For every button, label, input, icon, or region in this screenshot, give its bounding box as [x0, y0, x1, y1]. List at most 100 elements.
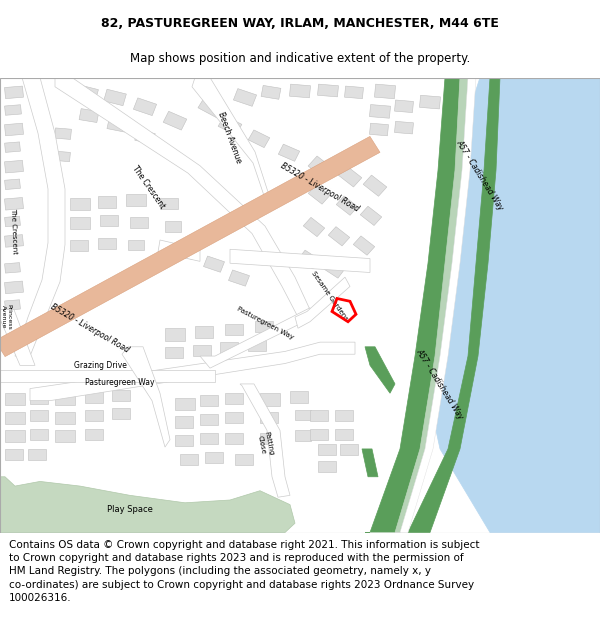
Polygon shape: [200, 308, 310, 368]
Polygon shape: [328, 227, 350, 246]
Bar: [248, 340, 266, 351]
Polygon shape: [55, 128, 71, 139]
Polygon shape: [240, 384, 290, 498]
Text: B5320 - Liverpool Road: B5320 - Liverpool Road: [49, 302, 131, 354]
Polygon shape: [248, 130, 270, 148]
Bar: [195, 326, 213, 338]
Polygon shape: [0, 477, 295, 532]
Bar: [175, 435, 193, 446]
Polygon shape: [395, 78, 476, 532]
Text: Play Space: Play Space: [107, 505, 153, 514]
Polygon shape: [5, 179, 20, 189]
Bar: [55, 431, 75, 442]
Bar: [260, 393, 280, 406]
Polygon shape: [107, 118, 127, 132]
Bar: [290, 391, 308, 402]
Polygon shape: [5, 86, 23, 99]
Bar: [220, 342, 238, 353]
Bar: [175, 398, 195, 410]
Bar: [55, 393, 75, 405]
Text: A57 - Cadishead Way: A57 - Cadishead Way: [455, 138, 505, 212]
Bar: [295, 431, 311, 441]
Text: Pasturegreen Way: Pasturegreen Way: [236, 306, 294, 341]
Bar: [295, 410, 311, 420]
Polygon shape: [374, 84, 395, 99]
Bar: [98, 238, 116, 249]
Polygon shape: [323, 259, 345, 278]
Bar: [165, 328, 185, 341]
Polygon shape: [303, 217, 325, 237]
Bar: [5, 449, 23, 460]
Polygon shape: [203, 256, 224, 272]
Bar: [98, 196, 116, 208]
Polygon shape: [395, 121, 413, 134]
Bar: [200, 433, 218, 444]
Polygon shape: [370, 123, 388, 136]
Polygon shape: [133, 98, 157, 116]
Polygon shape: [233, 89, 257, 106]
Bar: [5, 393, 25, 405]
Polygon shape: [230, 249, 370, 272]
Text: A57 - Cadishead Way: A57 - Cadishead Way: [415, 347, 466, 421]
Polygon shape: [365, 78, 460, 532]
Polygon shape: [74, 84, 98, 102]
Polygon shape: [55, 78, 310, 317]
Polygon shape: [308, 185, 330, 204]
Bar: [193, 345, 211, 356]
Polygon shape: [15, 78, 65, 356]
Bar: [165, 221, 181, 232]
Polygon shape: [5, 281, 23, 294]
Polygon shape: [5, 262, 20, 273]
Polygon shape: [363, 175, 387, 196]
Bar: [225, 412, 243, 423]
Polygon shape: [5, 216, 20, 227]
Bar: [112, 389, 130, 401]
Bar: [160, 198, 178, 209]
Polygon shape: [173, 242, 197, 259]
Bar: [70, 217, 90, 229]
Bar: [318, 461, 336, 472]
Bar: [310, 410, 328, 421]
Text: Pasturegreen Way: Pasturegreen Way: [85, 378, 155, 387]
Bar: [70, 240, 88, 251]
Polygon shape: [135, 129, 155, 144]
Text: The Crescent: The Crescent: [130, 164, 166, 210]
Bar: [255, 321, 273, 332]
Bar: [5, 412, 25, 424]
Polygon shape: [229, 270, 250, 286]
Bar: [260, 412, 278, 423]
Polygon shape: [408, 78, 500, 532]
Polygon shape: [0, 309, 35, 366]
Bar: [30, 429, 48, 439]
Bar: [175, 416, 193, 428]
Polygon shape: [198, 96, 224, 118]
Polygon shape: [338, 166, 362, 187]
Bar: [180, 454, 198, 465]
Text: Patting
Close: Patting Close: [256, 431, 274, 457]
Polygon shape: [360, 206, 382, 226]
Polygon shape: [370, 78, 468, 532]
Bar: [28, 449, 46, 460]
Polygon shape: [362, 449, 378, 477]
Polygon shape: [163, 111, 187, 130]
Bar: [260, 433, 278, 444]
Text: Contains OS data © Crown copyright and database right 2021. This information is : Contains OS data © Crown copyright and d…: [9, 540, 479, 602]
Polygon shape: [370, 104, 391, 118]
Bar: [318, 444, 336, 456]
Bar: [130, 217, 148, 228]
Bar: [225, 433, 243, 444]
Bar: [30, 410, 48, 421]
Polygon shape: [218, 116, 242, 135]
Bar: [235, 454, 253, 465]
Bar: [70, 198, 90, 210]
Bar: [200, 414, 218, 425]
Text: Sesame Gardens: Sesame Gardens: [311, 270, 349, 321]
Bar: [165, 347, 183, 358]
Polygon shape: [55, 151, 70, 162]
Text: Map shows position and indicative extent of the property.: Map shows position and indicative extent…: [130, 52, 470, 64]
Bar: [100, 215, 118, 226]
Polygon shape: [5, 198, 23, 210]
Bar: [85, 429, 103, 439]
Bar: [55, 412, 75, 424]
Bar: [112, 408, 130, 419]
